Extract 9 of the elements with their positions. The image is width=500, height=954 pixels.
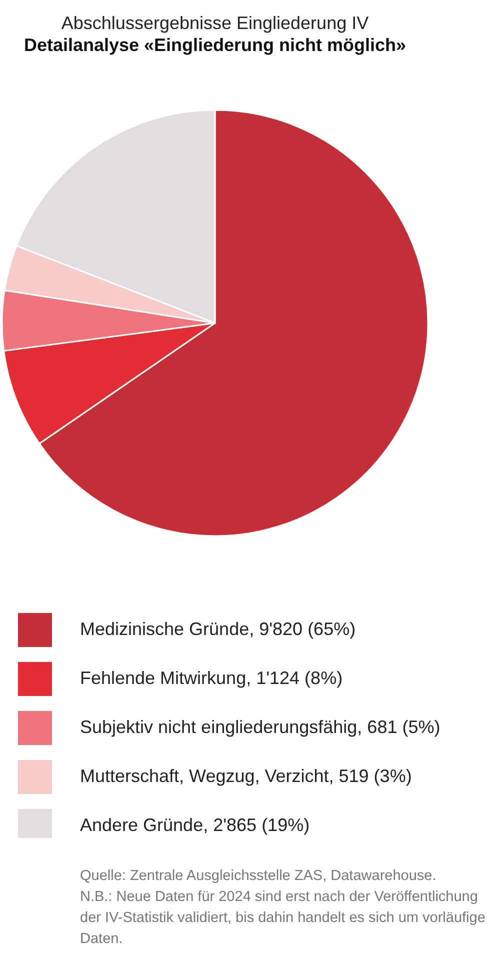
chart-subtitle: Detailanalyse «Eingliederung nicht möglich» xyxy=(24,35,406,55)
source-note: Quelle: Zentrale Ausgleichsstelle ZAS, Datawarehouse. xyxy=(80,867,438,886)
legend-label: Andere Gründe, 2'865 (19%) xyxy=(80,815,310,835)
text: N.B.: Neue Daten für 2024 sind erst nach der Veröffentlichung der IV-Statistik validiert, bis dahin handelt es sich um vorläufige Daten. xyxy=(80,888,486,949)
legend-label: Mutterschaft, Wegzug, Verzicht, 519 (3%) xyxy=(80,766,412,786)
chart-title: Abschlussergebnisse Eingliederung IV xyxy=(61,13,369,33)
legend-label: Medizinische Gründe, 9'820 (65%) xyxy=(80,619,356,639)
legend-label: Subjektiv nicht eingliederungsfähig, 681 (5%) xyxy=(80,717,440,737)
legend-label: Fehlende Mitwirkung, 1'124 (8%) xyxy=(80,668,343,688)
